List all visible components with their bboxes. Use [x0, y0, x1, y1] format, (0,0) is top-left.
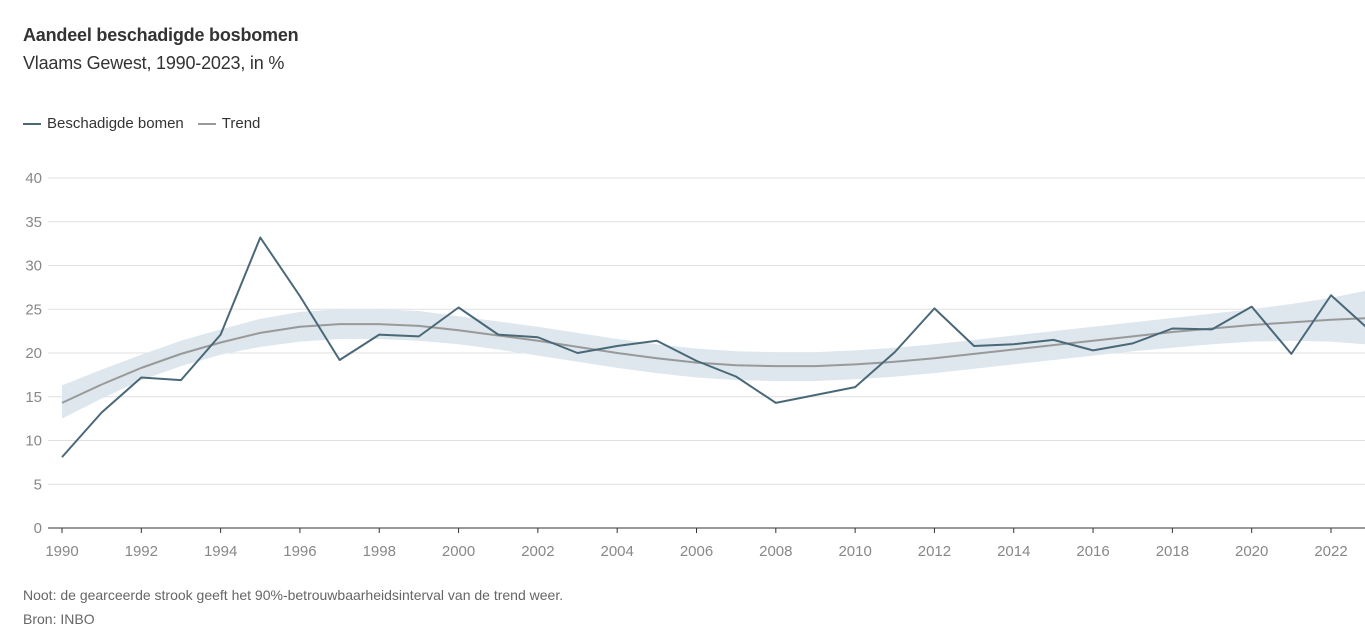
x-tick-label-2018: 2018	[1156, 543, 1189, 560]
x-tick-label-2004: 2004	[601, 543, 634, 560]
legend-swatch-trend	[197, 122, 216, 125]
y-tick-label-10: 10	[25, 433, 42, 450]
x-tick-label-2000: 2000	[442, 543, 475, 560]
x-tick-label-1996: 1996	[283, 543, 316, 560]
chart-title: Aandeel beschadigde bosbomen	[23, 25, 299, 45]
x-tick-label-2002: 2002	[521, 543, 554, 560]
series-line-beschadigde-bomen	[61, 236, 1365, 458]
legend-swatch-beschadigde-bomen	[23, 122, 41, 125]
y-tick-label-0: 0	[34, 520, 42, 537]
series-line-trend	[61, 317, 1365, 404]
x-tick-label-2020: 2020	[1235, 543, 1268, 560]
legend-label-trend: Trend	[221, 115, 261, 132]
x-tick-label-1992: 1992	[125, 543, 158, 560]
x-tick-label-2010: 2010	[838, 543, 871, 560]
confidence-band-layer	[62, 290, 1365, 419]
series-lines	[61, 236, 1365, 458]
y-tick-label-30: 30	[25, 258, 42, 275]
y-tick-label-40: 40	[25, 170, 42, 187]
y-tick-label-5: 5	[34, 476, 42, 493]
x-tick-label-2006: 2006	[680, 543, 713, 560]
y-tick-label-25: 25	[25, 301, 42, 318]
x-axis: 1990 1992 1994 1996 1998 2000 2002 2004 2006 2008…	[45, 527, 1365, 560]
trend-confidence-band	[62, 290, 1365, 419]
x-tick-label-2008: 2008	[759, 543, 792, 560]
y-tick-label-20: 20	[25, 345, 42, 362]
y-tick-label-35: 35	[25, 214, 42, 231]
y-tick-label-15: 15	[25, 389, 42, 406]
footnote: Noot: de gearceerde strook geeft het 90%…	[23, 587, 564, 603]
grid-lines	[48, 177, 1365, 485]
legend-label-beschadigde-bomen: Beschadigde bomen	[47, 115, 184, 132]
x-tick-label-2014: 2014	[997, 543, 1030, 560]
x-tick-label-2022: 2022	[1314, 543, 1347, 560]
x-tick-label-2016: 2016	[1076, 543, 1109, 560]
legend-item-trend[interactable]: Trend	[197, 115, 261, 132]
x-tick-label-1990: 1990	[45, 543, 78, 560]
legend: Beschadigde bomen Trend	[23, 115, 274, 132]
chart-subtitle: Vlaams Gewest, 1990-2023, in %	[23, 53, 285, 73]
x-tick-label-1994: 1994	[204, 543, 237, 560]
source-note: Bron: INBO	[23, 611, 95, 627]
y-axis: 0 5 10 15 20 25 30 35 40	[25, 170, 42, 537]
x-tick-label-1998: 1998	[363, 543, 396, 560]
x-tick-label-2012: 2012	[918, 543, 951, 560]
legend-item-beschadigde-bomen[interactable]: Beschadigde bomen	[23, 115, 184, 132]
